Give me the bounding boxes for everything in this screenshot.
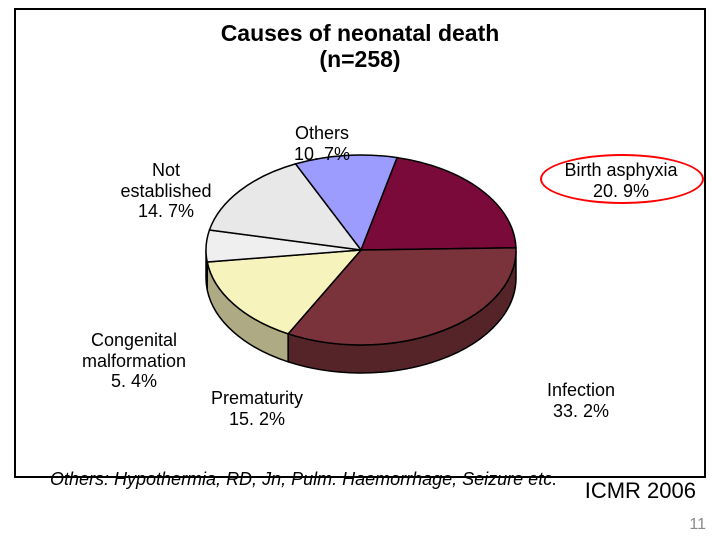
highlight-ellipse xyxy=(540,154,704,204)
label-congenital-malformation: Congenitalmalformation5. 4% xyxy=(64,330,204,392)
page-number: 11 xyxy=(689,516,706,534)
footnote: Others: Hypothermia, RD, Jn, Pulm. Haemo… xyxy=(50,469,557,490)
title-line2: (n=258) xyxy=(319,46,400,72)
label-others: Others10. 7% xyxy=(282,123,362,164)
source-label: ICMR 2006 xyxy=(585,478,696,504)
label-not-established: Notestablished14. 7% xyxy=(106,160,226,222)
title-line1: Causes of neonatal death xyxy=(221,20,500,46)
label-prematurity: Prematurity15. 2% xyxy=(192,388,322,429)
label-infection: Infection33. 2% xyxy=(521,380,641,421)
slide-frame: Causes of neonatal death (n=258) Others1… xyxy=(0,0,720,540)
chart-panel: Causes of neonatal death (n=258) Others1… xyxy=(14,8,706,478)
chart-title: Causes of neonatal death (n=258) xyxy=(16,20,704,73)
